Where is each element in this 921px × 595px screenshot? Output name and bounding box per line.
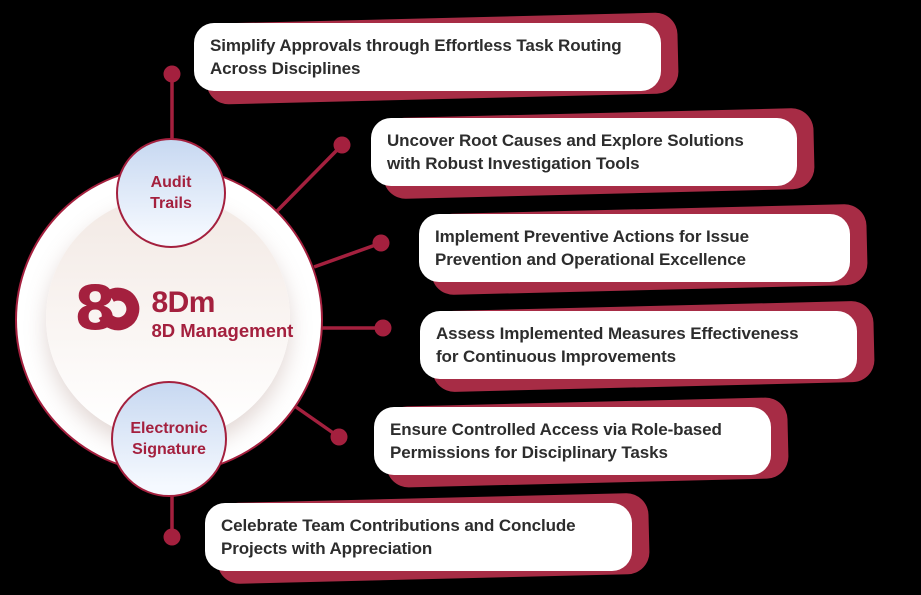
connector-dot — [330, 428, 348, 446]
connector-dot — [163, 528, 181, 546]
8d-logo-icon: 8 — [74, 273, 141, 344]
feature-card-text: Simplify Approvals through Effortless Ta… — [210, 36, 622, 78]
audit-trails-label: Audit Trails — [150, 174, 192, 212]
connector-line — [275, 143, 344, 213]
connector-dot — [372, 234, 390, 252]
product-logo: 8 8Dm 8D Management — [74, 273, 294, 344]
feature-card-task-routing: Simplify Approvals through Effortless Ta… — [194, 23, 661, 91]
feature-card-text: Implement Preventive Actions for Issue P… — [435, 227, 749, 269]
connector-dot — [374, 319, 392, 337]
electronic-signature-label: Electronic Signature — [130, 420, 208, 458]
logo-d-crescent-icon — [99, 287, 140, 331]
electronic-signature-bubble: Electronic Signature — [111, 381, 227, 497]
logo-text-block: 8Dm 8D Management — [151, 285, 294, 342]
feature-card-role-based-access: Ensure Controlled Access via Role-based … — [374, 407, 771, 475]
feature-card-text: Celebrate Team Contributions and Conclud… — [221, 516, 576, 558]
connector-dot — [163, 65, 181, 83]
feature-card-preventive-actions: Implement Preventive Actions for Issue P… — [419, 214, 850, 282]
connector-line — [313, 241, 382, 269]
logo-eight-glyph: 8 — [74, 273, 117, 344]
feature-card-team-appreciation: Celebrate Team Contributions and Conclud… — [205, 503, 632, 571]
feature-card-text: Uncover Root Causes and Explore Solution… — [387, 131, 744, 173]
feature-card-text: Assess Implemented Measures Effectivenes… — [436, 324, 799, 366]
product-code: 8Dm — [151, 286, 215, 319]
feature-card-text: Ensure Controlled Access via Role-based … — [390, 420, 722, 462]
product-name: 8D Management — [151, 320, 294, 341]
audit-trails-bubble: Audit Trails — [116, 138, 226, 248]
connector-dot — [333, 136, 351, 154]
feature-card-measure-effectiveness: Assess Implemented Measures Effectivenes… — [420, 311, 857, 379]
feature-card-root-causes: Uncover Root Causes and Explore Solution… — [371, 118, 797, 186]
connector-line — [294, 405, 341, 439]
